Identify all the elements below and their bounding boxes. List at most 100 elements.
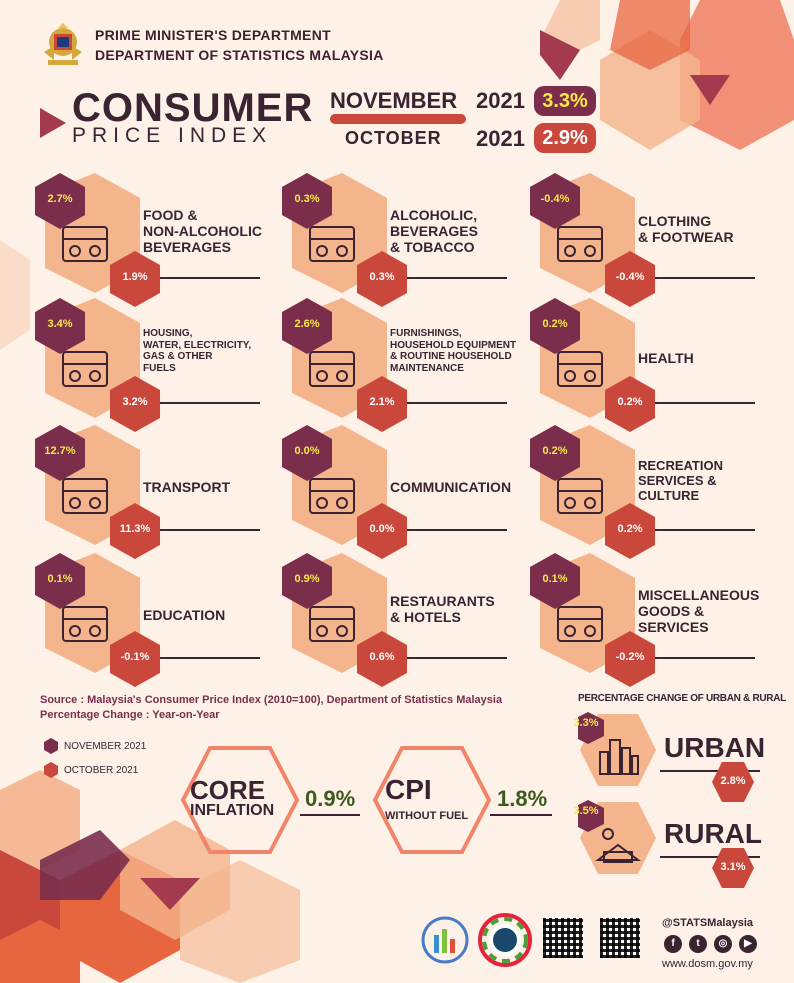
november-hexagon [282, 173, 332, 229]
health-icon [557, 351, 603, 387]
october-hexagon [110, 631, 160, 687]
title-consumer: CONSUMER [72, 86, 314, 130]
twitter-icon[interactable]: t [689, 935, 707, 953]
urban-hexagon [578, 712, 656, 786]
statistics-anniversary-logo [421, 916, 469, 964]
category-november-value: -0.4% [540, 193, 570, 205]
november-hexagon [530, 173, 580, 229]
graduation-book-icon [62, 606, 108, 642]
category-underline [407, 402, 507, 404]
category-october-value: 0.3% [369, 271, 395, 283]
category-name: FOOD & NON-ALCOHOLIC BEVERAGES [143, 207, 262, 256]
urban-rural-title: PERCENTAGE CHANGE OF URBAN & RURAL [578, 693, 786, 704]
category-october-value: -0.1% [120, 651, 150, 663]
october-hexagon [605, 503, 655, 559]
november-year: 2021 [476, 88, 525, 113]
malaysia-crest-icon [44, 23, 82, 65]
category-name: FURNISHINGS, HOUSEHOLD EQUIPMENT & ROUTI… [390, 328, 517, 374]
armchair-icon [309, 351, 355, 387]
category-card: -0.4% -0.4% CLOTHING & FOOTWEAR [530, 173, 780, 307]
urban-october-hexagon [712, 762, 754, 802]
november-label: NOVEMBER [330, 88, 458, 113]
october-hexagon [605, 631, 655, 687]
category-name: CLOTHING & FOOTWEAR [638, 213, 734, 246]
category-card: 0.1% -0.2% MISCELLANEOUS GOODS & SERVICES [530, 553, 780, 687]
category-card: 12.7% 11.3% TRANSPORT [35, 425, 285, 559]
november-hexagon [35, 553, 85, 609]
facebook-icon[interactable]: f [664, 935, 682, 953]
november-hexagon [35, 298, 85, 354]
core-label: CORE [190, 775, 266, 805]
rural-november-value: 3.5% [573, 805, 599, 817]
november-hexagon [35, 425, 85, 481]
november-hexagon [35, 173, 85, 229]
category-name: HOUSING, WATER, ELECTRICITY, GAS & OTHER… [143, 328, 252, 374]
rural-october-hexagon [712, 848, 754, 888]
cpi-without-fuel-value: 1.8% [497, 786, 548, 811]
category-card: 0.2% 0.2% RECREATION SERVICES & CULTURE [530, 425, 780, 559]
qr-code-1[interactable] [543, 918, 583, 958]
category-october-value: 1.9% [122, 271, 148, 283]
category-october-value: 0.2% [617, 396, 643, 408]
category-october-value: 0.0% [369, 523, 395, 535]
category-november-value: 3.4% [47, 318, 73, 330]
november-hexagon [530, 553, 580, 609]
communication-icon [309, 478, 355, 514]
category-name: RESTAURANTS & HOTELS [390, 593, 495, 626]
category-underline [655, 277, 755, 279]
october-hexagon [357, 631, 407, 687]
core-underline [300, 814, 360, 816]
website-link[interactable]: www.dosm.gov.my [662, 958, 753, 970]
category-card: 2.7% 1.9% FOOD & NON-ALCOHOLIC BEVERAGES [35, 173, 285, 307]
category-card: 0.0% 0.0% COMMUNICATION [282, 425, 532, 559]
category-november-value: 0.0% [294, 445, 320, 457]
department-of-statistics-label: DEPARTMENT OF STATISTICS MALAYSIA [95, 47, 384, 63]
core-inflation-hexagon [180, 746, 300, 854]
october-hexagon [357, 376, 407, 432]
qr-code-2[interactable] [600, 918, 640, 958]
october-hexagon [357, 503, 407, 559]
category-october-value: 0.2% [617, 523, 643, 535]
category-underline [655, 529, 755, 531]
without-fuel-label: WITHOUT FUEL [385, 810, 469, 822]
category-october-value: 11.3% [119, 523, 151, 535]
play-arrow-icon [40, 108, 66, 138]
category-card: 0.2% 0.2% HEALTH [530, 298, 780, 432]
prime-minister-department-label: PRIME MINISTER'S DEPARTMENT [95, 27, 331, 43]
november-hexagon [530, 425, 580, 481]
october-label: OCTOBER [345, 128, 442, 148]
category-october-value: -0.4% [615, 271, 645, 283]
october-hexagon [110, 376, 160, 432]
november-hexagon [282, 553, 332, 609]
category-november-value: 0.2% [542, 318, 568, 330]
rural-october-value: 3.1% [720, 861, 746, 873]
category-underline [407, 529, 507, 531]
bottles-icon [309, 226, 355, 262]
legend-november-marker [44, 738, 58, 754]
instagram-icon[interactable]: ◎ [714, 935, 732, 953]
category-november-value: 2.6% [294, 318, 320, 330]
category-november-value: 0.1% [47, 573, 73, 585]
category-name: COMMUNICATION [390, 479, 512, 495]
category-card: 0.3% 0.3% ALCOHOLIC, BEVERAGES & TOBACCO [282, 173, 532, 307]
popcorn-film-icon [557, 478, 603, 514]
rural-underline [660, 856, 760, 858]
cpi-without-fuel-hexagon [372, 746, 492, 854]
cpi-underline [490, 814, 552, 816]
category-november-value: 0.3% [294, 193, 320, 205]
category-card: 2.6% 2.1% FURNISHINGS, HOUSEHOLD EQUIPMENT… [282, 298, 532, 432]
category-october-value: 3.2% [122, 396, 148, 408]
urban-label: URBAN [664, 732, 766, 763]
october-cpi-value: 2.9% [534, 123, 596, 153]
youtube-icon[interactable]: ▶ [739, 935, 757, 953]
category-november-value: 0.2% [542, 445, 568, 457]
category-november-value: 12.7% [44, 445, 76, 457]
rural-label: RURAL [664, 818, 762, 849]
category-november-value: 0.1% [542, 573, 568, 585]
social-handle: @STATSMalaysia [662, 917, 754, 929]
source-note: Source : Malaysia's Consumer Price Index… [40, 694, 503, 706]
category-november-value: 0.9% [294, 573, 320, 585]
sdg-logo [478, 913, 532, 967]
rural-hexagon [578, 800, 656, 874]
category-october-value: 2.1% [369, 396, 395, 408]
